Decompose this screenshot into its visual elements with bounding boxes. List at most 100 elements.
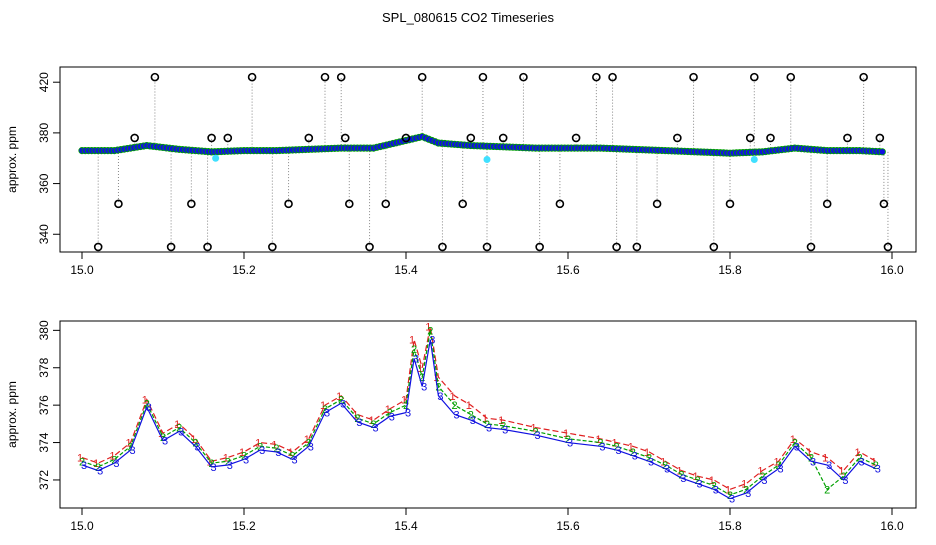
series-symbol-2: 2 xyxy=(792,438,798,450)
series-symbol-3: 3 xyxy=(745,488,751,500)
series-symbol-3: 3 xyxy=(470,415,476,427)
series-symbol-2: 2 xyxy=(111,454,117,466)
series-symbol-3: 3 xyxy=(713,484,719,496)
series-symbol-2: 2 xyxy=(533,426,539,438)
series-symbol-3: 3 xyxy=(308,441,314,453)
calibration-point xyxy=(483,156,491,163)
series-symbol-2: 2 xyxy=(435,381,441,393)
series-symbol-2: 2 xyxy=(290,451,296,463)
panel-bottom: 15.0 15.2 15.4 15.6 15.8 16.0 372 374 376 378 380 a… xyxy=(5,320,917,533)
spike-point xyxy=(284,199,293,209)
series-symbol-3: 3 xyxy=(794,441,800,453)
series-symbol-3: 3 xyxy=(826,460,832,472)
series-symbol-3: 3 xyxy=(178,426,184,438)
series-symbol-2: 2 xyxy=(411,344,417,356)
x-tick-label: 15.8 xyxy=(718,519,742,533)
spike-point xyxy=(766,133,775,143)
series-symbol-1: 1 xyxy=(757,466,763,478)
series-symbol-2: 2 xyxy=(759,471,765,483)
x-tick-label: 15.0 xyxy=(70,519,94,533)
plot-frame xyxy=(59,66,917,253)
baseline-point xyxy=(878,148,886,156)
spike-point xyxy=(555,199,565,209)
y-tick-label: 378 xyxy=(37,357,51,377)
series-symbol-2: 2 xyxy=(678,469,684,481)
spike-point xyxy=(592,72,601,82)
series-symbol-2: 2 xyxy=(257,441,263,453)
series-symbol-2: 2 xyxy=(209,458,215,470)
series-symbol-1: 1 xyxy=(190,434,196,446)
series-symbol-1: 1 xyxy=(385,404,391,416)
series-symbol-2: 2 xyxy=(241,451,247,463)
spike-point xyxy=(340,133,350,143)
series-symbol-3: 3 xyxy=(680,473,686,485)
series-symbol-3: 3 xyxy=(130,445,136,457)
series-symbol-2: 2 xyxy=(354,413,360,425)
spike-point xyxy=(806,242,816,252)
spike-point xyxy=(749,72,759,82)
series-symbol-3: 3 xyxy=(842,475,848,487)
series-symbol-1: 1 xyxy=(676,466,682,478)
spike-point xyxy=(632,242,642,252)
spike-point xyxy=(745,133,755,143)
spike-point xyxy=(203,242,212,252)
spike-point xyxy=(608,72,617,82)
y-axis-label: approx. ppm xyxy=(5,126,19,193)
spike-point xyxy=(166,242,176,252)
series-symbol-2: 2 xyxy=(614,441,620,453)
series-line-2 xyxy=(81,330,877,496)
spike-point xyxy=(438,242,447,252)
series-symbol-3: 3 xyxy=(664,464,670,476)
y-tick-label: 376 xyxy=(37,395,51,415)
series-symbol-2: 2 xyxy=(128,441,134,453)
series-symbol-1: 1 xyxy=(628,441,634,453)
y-tick-label: 380 xyxy=(37,123,51,143)
spike-point xyxy=(478,72,488,82)
series-symbol-3: 3 xyxy=(535,430,541,442)
spike-point xyxy=(879,199,889,209)
series-symbol-3: 3 xyxy=(486,423,492,435)
y-tick-label: 380 xyxy=(37,320,51,340)
spike-point xyxy=(786,72,796,82)
series-symbol-2: 2 xyxy=(808,453,814,465)
series-symbol-2: 2 xyxy=(484,419,490,431)
series-symbol-1: 1 xyxy=(77,453,83,465)
series-symbol-1: 1 xyxy=(612,438,618,450)
series-symbol-3: 3 xyxy=(437,391,443,403)
series-symbol-3: 3 xyxy=(405,408,411,420)
series-symbol-2: 2 xyxy=(176,423,182,435)
spike-point xyxy=(223,133,233,143)
series-symbol-3: 3 xyxy=(389,411,395,423)
y-tick-label: 372 xyxy=(37,470,51,490)
series-symbol-2: 2 xyxy=(695,475,701,487)
series-symbol-2: 2 xyxy=(840,471,846,483)
series-symbol-1: 1 xyxy=(466,400,472,412)
series-symbol-3: 3 xyxy=(454,410,460,422)
series-symbol-3: 3 xyxy=(421,381,427,393)
spike-point xyxy=(535,242,544,252)
spike-point xyxy=(571,133,581,143)
spike-point xyxy=(187,199,196,209)
spike-point xyxy=(344,199,354,209)
series-symbol-2: 2 xyxy=(711,481,717,493)
spike-point xyxy=(458,199,468,209)
series-symbol-1: 1 xyxy=(336,391,342,403)
spike-point xyxy=(883,242,893,252)
series-symbol-1: 1 xyxy=(369,415,375,427)
series-symbol-2: 2 xyxy=(419,372,425,384)
series-symbol-1: 1 xyxy=(401,395,407,407)
spike-point xyxy=(130,133,139,143)
series-symbol-1: 1 xyxy=(126,438,132,450)
series-symbol-3: 3 xyxy=(292,454,298,466)
series-symbol-1: 1 xyxy=(320,400,326,412)
plot-frame xyxy=(59,320,917,509)
panel-top: 15.0 15.2 15.4 15.6 15.8 16.0 340 360 380 420 appr… xyxy=(5,66,917,277)
spike-point xyxy=(652,199,662,209)
series-symbol-1: 1 xyxy=(174,419,180,431)
series-symbol-2: 2 xyxy=(144,398,150,410)
series-symbol-3: 3 xyxy=(324,408,330,420)
series-symbol-3: 3 xyxy=(194,441,200,453)
spike-point xyxy=(673,133,682,143)
series-symbol-3: 3 xyxy=(373,423,379,435)
